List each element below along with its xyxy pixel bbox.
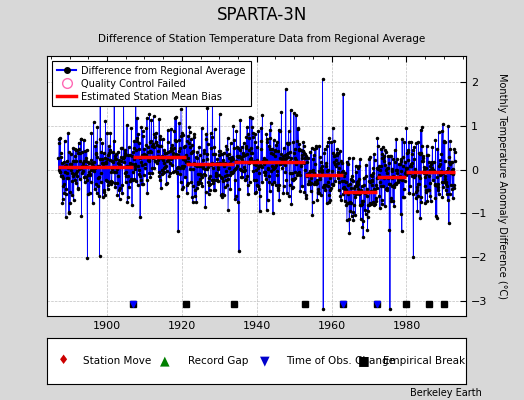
- Text: ■: ■: [358, 354, 369, 368]
- Y-axis label: Monthly Temperature Anomaly Difference (°C): Monthly Temperature Anomaly Difference (…: [497, 73, 507, 299]
- Text: ▲: ▲: [160, 354, 169, 368]
- Text: ♦: ♦: [58, 354, 70, 368]
- Text: Empirical Break: Empirical Break: [383, 356, 465, 366]
- Text: Record Gap: Record Gap: [188, 356, 248, 366]
- Text: Station Move: Station Move: [83, 356, 151, 366]
- Text: Time of Obs. Change: Time of Obs. Change: [286, 356, 395, 366]
- Text: ▼: ▼: [260, 354, 270, 368]
- Text: SPARTA-3N: SPARTA-3N: [217, 6, 307, 24]
- Legend: Difference from Regional Average, Quality Control Failed, Estimated Station Mean: Difference from Regional Average, Qualit…: [52, 61, 250, 106]
- Text: Berkeley Earth: Berkeley Earth: [410, 388, 482, 398]
- Text: Difference of Station Temperature Data from Regional Average: Difference of Station Temperature Data f…: [99, 34, 425, 44]
